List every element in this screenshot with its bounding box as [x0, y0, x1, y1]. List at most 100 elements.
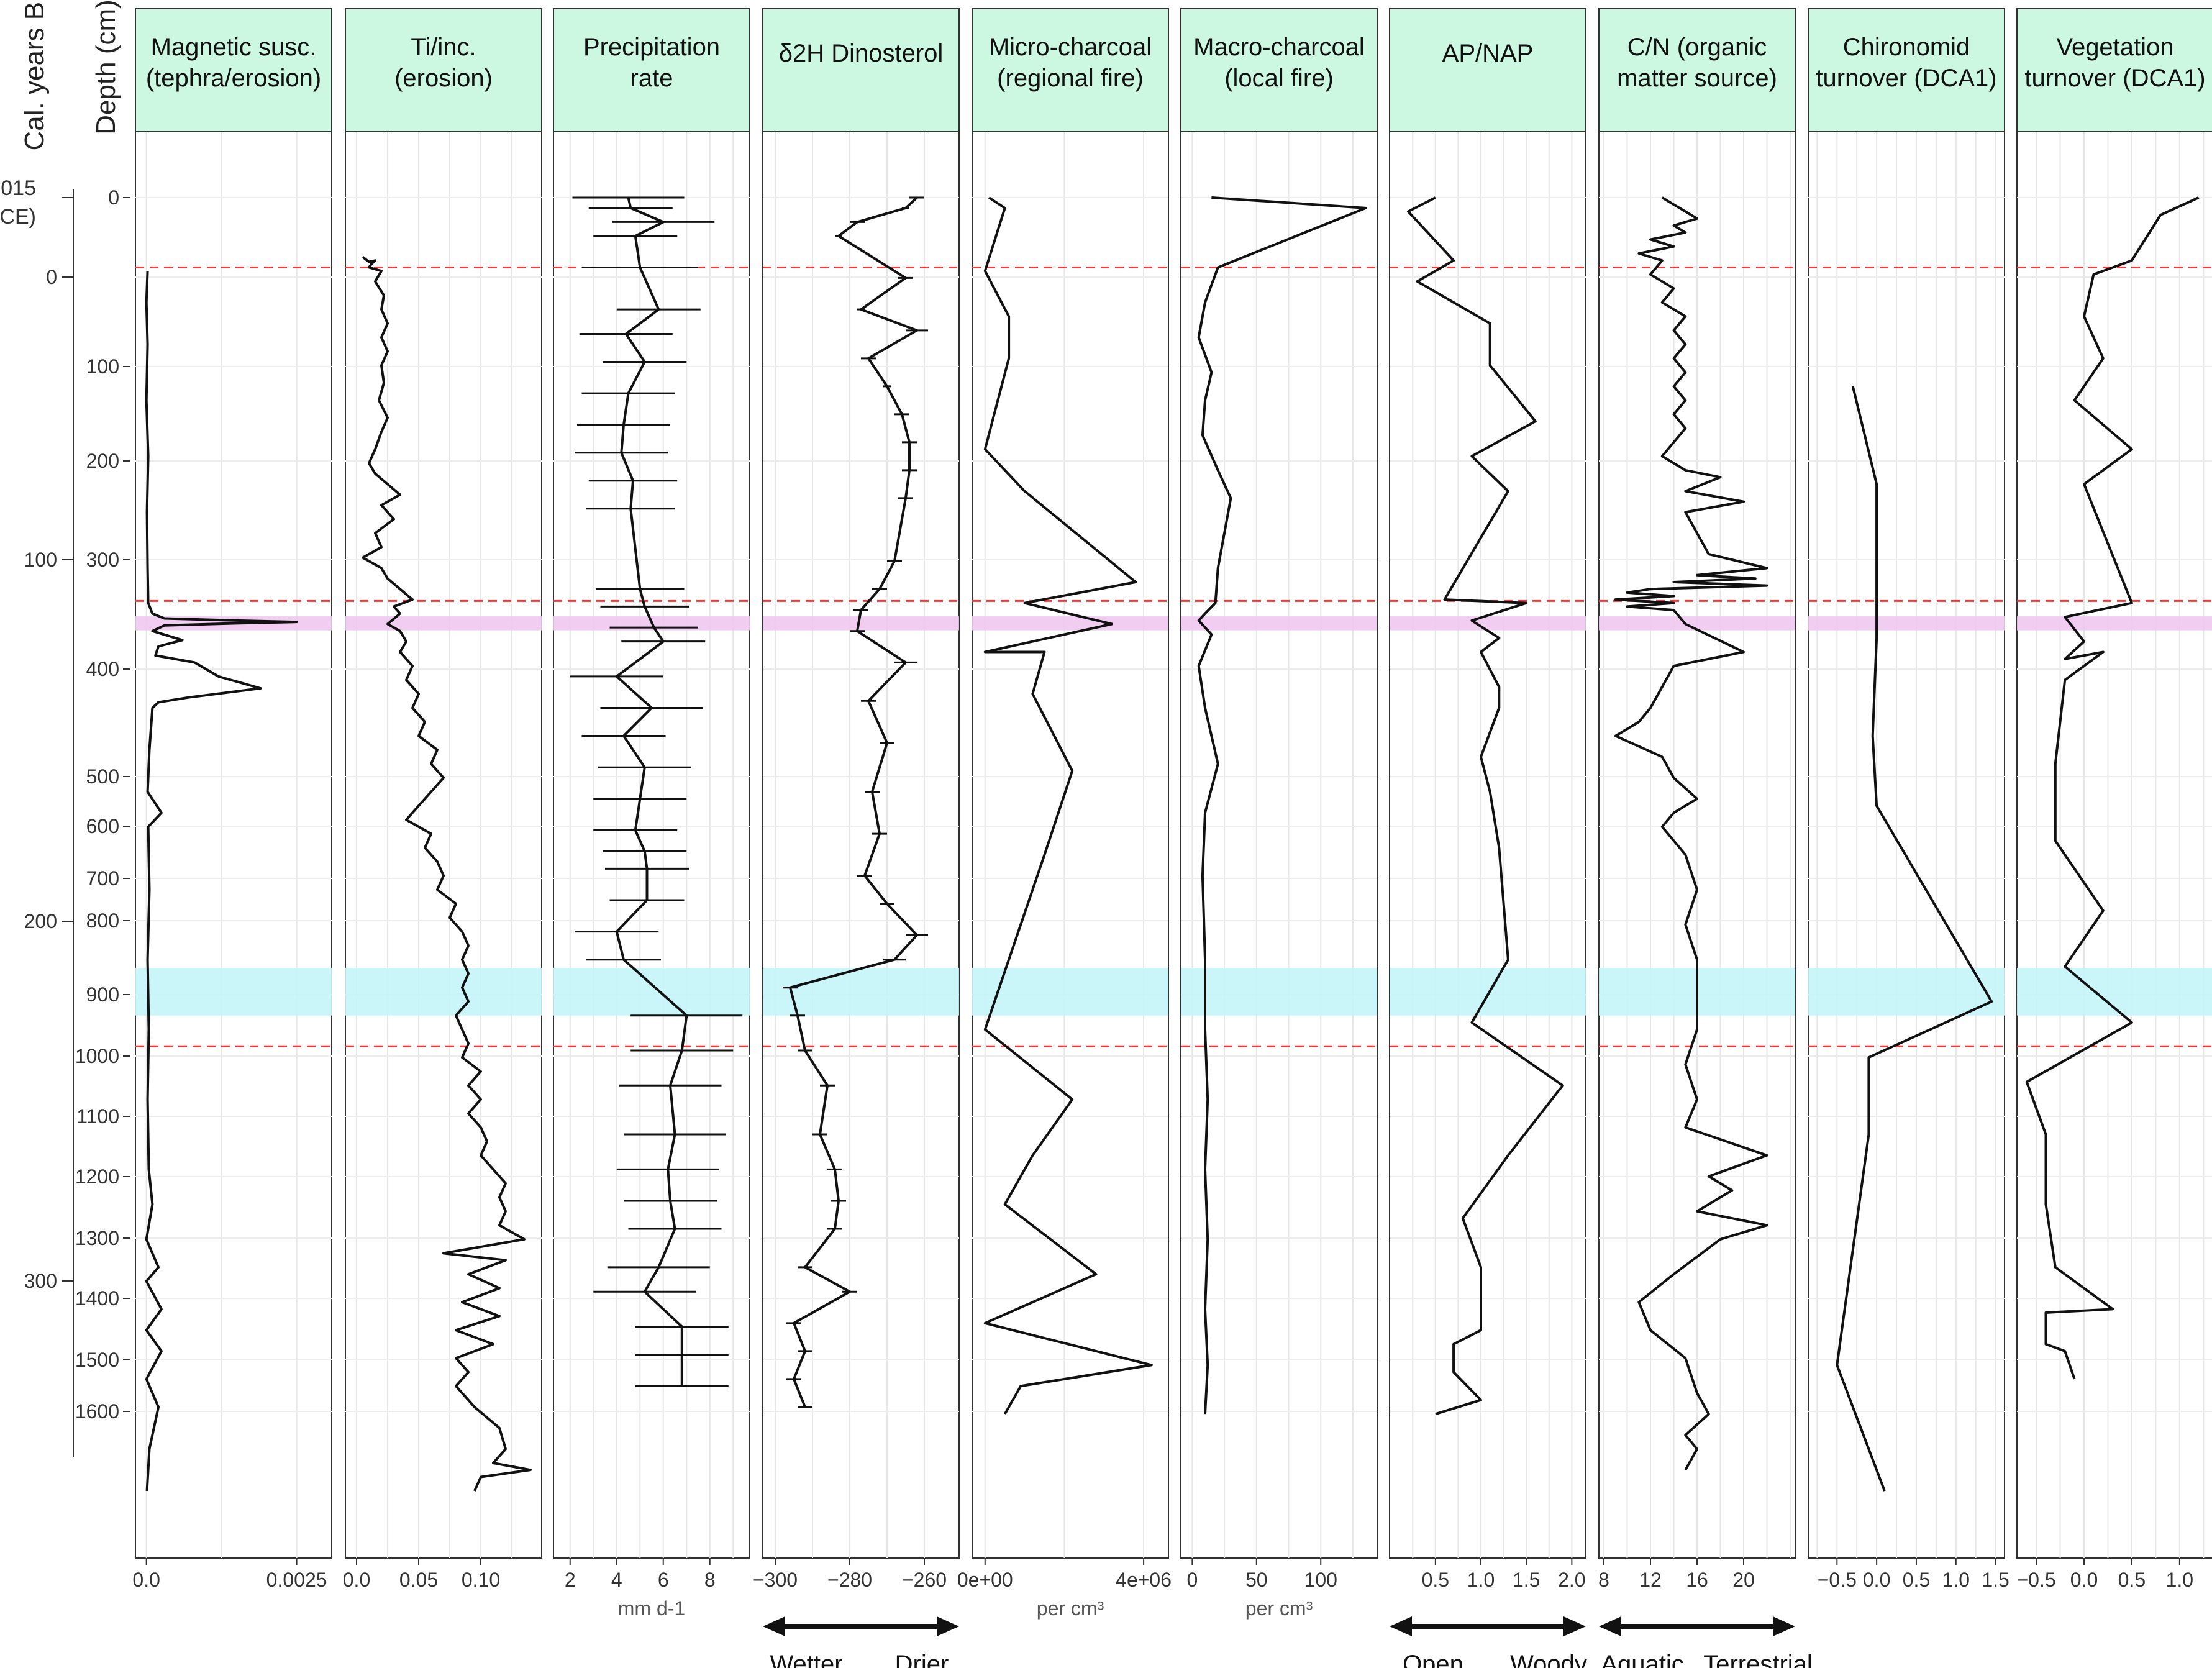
gridlines: [1808, 132, 2005, 1558]
x-axis-label: per cm³: [1037, 1597, 1104, 1620]
panel-10: Vegetation turnover (DCA1) −0.5 0.0 0.5 1.0: [2016, 8, 2212, 1591]
panel-title: (local fire): [1224, 65, 1334, 92]
arrow-label-left: Open: [1403, 1651, 1463, 1668]
depth-tick-label: 1200: [75, 1165, 119, 1188]
zone-band: [1808, 968, 2005, 1016]
x-tick-label: 0.5: [1422, 1569, 1449, 1591]
panel-title: Chironomid: [1843, 34, 1970, 61]
arrow-head-left: [763, 1616, 785, 1636]
panel-title: Micro-charcoal: [989, 34, 1152, 61]
x-tick-label: 4e+06: [1116, 1569, 1172, 1591]
panel-8: C/N (organic matter source) 8 12 16 20 Aquatic…: [1598, 8, 1813, 1668]
zone-band: [2017, 616, 2212, 631]
series-line: [145, 271, 298, 1492]
depth-tick-label: 200: [86, 450, 119, 472]
depth-tick-label: 800: [86, 909, 119, 932]
panel-header: [2016, 8, 2212, 132]
panel-title: Precipitation: [583, 34, 720, 61]
panel-title: δ2H Dinosterol: [779, 40, 944, 67]
age-tick-label: 100: [24, 549, 57, 571]
panel-header: [762, 8, 960, 132]
series-line: [1836, 386, 1993, 1492]
age-tick-label: 200: [24, 910, 57, 932]
panel-title: Magnetic susc.: [151, 34, 317, 61]
panel-title: Ti/inc.: [411, 34, 476, 61]
panel-1: Magnetic susc. (tephra/erosion) 0.0 0.0025: [132, 8, 332, 1591]
x-tick-label: 100: [1304, 1569, 1337, 1591]
series-line: [615, 197, 688, 1387]
arrow-label-left: Wetter: [770, 1651, 842, 1668]
series-line: [362, 256, 532, 1492]
panel-7: AP/NAP 0.5 1.0 1.5 2.0 Open Woody: [1389, 8, 1587, 1668]
series-line: [1197, 196, 1367, 1415]
panel-title: AP/NAP: [1442, 40, 1534, 67]
depth-tick-label: 600: [86, 815, 119, 837]
x-tick-label: 50: [1245, 1569, 1268, 1591]
depth-tick-label: 1400: [75, 1287, 119, 1310]
zone-band: [972, 968, 1168, 1016]
depth-tick-label: 0: [108, 186, 119, 209]
depth-tick-label: 100: [86, 355, 119, 378]
panel-frame: [1180, 8, 1378, 1559]
x-tick-label: 0.0: [132, 1569, 160, 1591]
gridlines: [2017, 132, 2212, 1558]
gridlines: [1599, 132, 1795, 1558]
panel-header: [345, 8, 542, 132]
zone-band: [345, 968, 542, 1016]
zone-band: [1808, 616, 2005, 631]
x-tick-label: −0.5: [2016, 1569, 2055, 1591]
panel-frame: [1808, 8, 2005, 1559]
x-tick-label: 2: [565, 1569, 576, 1591]
series-line: [983, 196, 1153, 1415]
x-tick-label: 1.5: [1982, 1569, 2009, 1591]
panel-title: Macro-charcoal: [1193, 34, 1365, 61]
zone-band: [1390, 616, 1586, 631]
x-tick-label: 2.0: [1558, 1569, 1585, 1591]
panel-title: turnover (DCA1): [2024, 65, 2205, 92]
x-tick-label: 20: [1732, 1569, 1755, 1591]
x-tick-label: 0.0: [1863, 1569, 1890, 1591]
panel-header: [553, 8, 750, 132]
x-tick-label: 12: [1639, 1569, 1662, 1591]
panel-5: Micro-charcoal (regional fire) 0e+00 4e+06 p…: [957, 8, 1172, 1620]
arrow-label-right: Drier: [895, 1651, 949, 1668]
panel-frame: [762, 8, 960, 1559]
panel-header: [972, 8, 1169, 132]
depth-tick-label: 1600: [75, 1400, 119, 1423]
x-tick-label: 1.0: [1942, 1569, 1970, 1591]
panel-title: matter source): [1617, 65, 1777, 92]
x-tick-label: 0.10: [462, 1569, 500, 1591]
zone-band: [1181, 616, 1377, 631]
arrow-head-right: [937, 1616, 959, 1636]
panel-title: (tephra/erosion): [146, 65, 321, 92]
age-tick-label: 0: [46, 266, 57, 288]
arrow-label-right: Terrestrial: [1703, 1651, 1813, 1668]
proxy-panels: Magnetic susc. (tephra/erosion) 0.0 0.0025 T…: [132, 8, 2212, 1668]
x-tick-label: 0.5: [1903, 1569, 1930, 1591]
age-note: CE): [0, 205, 36, 229]
x-axis-label: mm d-1: [618, 1597, 685, 1620]
depth-tick-label: 900: [86, 983, 119, 1006]
panel-title: (erosion): [394, 65, 493, 92]
arrow-head-right: [1773, 1616, 1795, 1636]
zone-band: [1181, 968, 1377, 1016]
x-tick-label: 0.5: [2118, 1569, 2146, 1591]
panel-title: Vegetation: [2056, 34, 2173, 61]
panel-4: δ2H Dinosterol −300 −280 −260 Wetter Drier: [753, 8, 960, 1668]
x-tick-label: 8: [1598, 1569, 1609, 1591]
panel-title: (regional fire): [997, 65, 1144, 92]
age-note: (2015: [0, 176, 36, 200]
zone-band: [763, 616, 959, 631]
x-tick-label: 0e+00: [957, 1569, 1013, 1591]
panel-title: rate: [630, 65, 673, 92]
panel-header: [1598, 8, 1796, 132]
depth-tick-label: 400: [86, 658, 119, 680]
depth-tick-label: 1300: [75, 1227, 119, 1249]
panel-title: C/N (organic: [1627, 34, 1767, 61]
panel-header: [135, 8, 332, 132]
zone-band: [1599, 616, 1795, 631]
arrow-head-left: [1390, 1616, 1412, 1636]
depth-tick-label: 300: [86, 549, 119, 571]
x-tick-label: 0.0: [343, 1569, 370, 1591]
